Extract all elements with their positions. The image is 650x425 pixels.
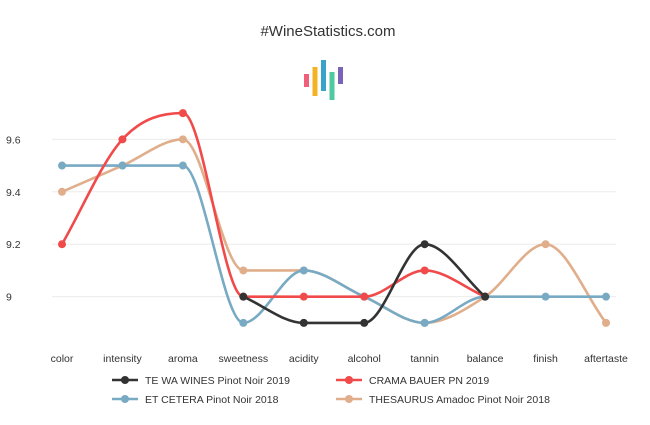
x-tick-label: intensity <box>103 353 142 365</box>
legend-item[interactable]: TE WA WINES Pinot Noir 2019 <box>112 375 290 387</box>
series-1 <box>239 240 490 327</box>
chart-title: #WineStatistics.com <box>260 23 395 40</box>
y-tick-label: 9.6 <box>6 134 21 146</box>
data-point[interactable] <box>420 240 429 249</box>
legend-label: ET CETERA Pinot Noir 2018 <box>145 394 279 406</box>
x-tick-label: finish <box>533 353 558 365</box>
data-point[interactable] <box>299 318 308 327</box>
data-point[interactable] <box>541 240 550 249</box>
data-point[interactable] <box>178 161 187 170</box>
legend-swatch-dot <box>121 395 129 403</box>
data-point[interactable] <box>58 187 66 196</box>
data-point[interactable] <box>541 292 550 301</box>
series-line <box>60 164 608 325</box>
legend-label: CRAMA BAUER PN 2019 <box>369 375 489 387</box>
legend-item[interactable]: THESAURUS Amadoc Pinot Noir 2018 <box>336 394 550 406</box>
data-point[interactable] <box>178 109 187 118</box>
series-4 <box>58 135 610 327</box>
legend-label: TE WA WINES Pinot Noir 2019 <box>145 375 290 387</box>
legend-item[interactable]: ET CETERA Pinot Noir 2018 <box>112 394 279 406</box>
data-point[interactable] <box>299 292 308 301</box>
data-point[interactable] <box>118 135 127 144</box>
x-tick-label: aroma <box>168 353 198 365</box>
series-line <box>242 242 487 325</box>
data-point[interactable] <box>58 161 66 170</box>
y-tick-label: 9.4 <box>6 187 21 199</box>
legend-swatch-dot <box>121 376 129 384</box>
data-point[interactable] <box>420 266 429 275</box>
legend-label: THESAURUS Amadoc Pinot Noir 2018 <box>369 394 550 406</box>
x-tick-label: tannin <box>410 353 439 365</box>
x-tick-label: color <box>51 353 74 365</box>
y-tick-label: 9 <box>6 292 12 304</box>
legend-swatch-dot <box>345 395 353 403</box>
x-tick-label: aftertaste <box>584 353 628 365</box>
data-point[interactable] <box>602 318 610 327</box>
data-point[interactable] <box>58 240 66 249</box>
data-point[interactable] <box>602 292 610 301</box>
data-point[interactable] <box>420 318 429 327</box>
data-point[interactable] <box>360 318 369 327</box>
legend-swatch-dot <box>345 376 353 384</box>
data-point[interactable] <box>118 161 127 170</box>
logo-icon <box>304 60 343 100</box>
data-point[interactable] <box>239 292 248 301</box>
data-point[interactable] <box>239 266 248 275</box>
y-tick-label: 9.2 <box>6 239 21 251</box>
x-tick-label: acidity <box>289 353 320 365</box>
legend-item[interactable]: CRAMA BAUER PN 2019 <box>336 375 489 387</box>
data-point[interactable] <box>360 292 369 301</box>
data-point[interactable] <box>481 292 490 301</box>
x-tick-label: alcohol <box>348 353 381 365</box>
series-2 <box>58 109 490 301</box>
data-point[interactable] <box>178 135 187 144</box>
data-point[interactable] <box>239 318 248 327</box>
data-point[interactable] <box>299 266 308 275</box>
series-line <box>60 138 608 325</box>
x-tick-label: balance <box>467 353 504 365</box>
x-tick-label: sweetness <box>219 353 269 365</box>
